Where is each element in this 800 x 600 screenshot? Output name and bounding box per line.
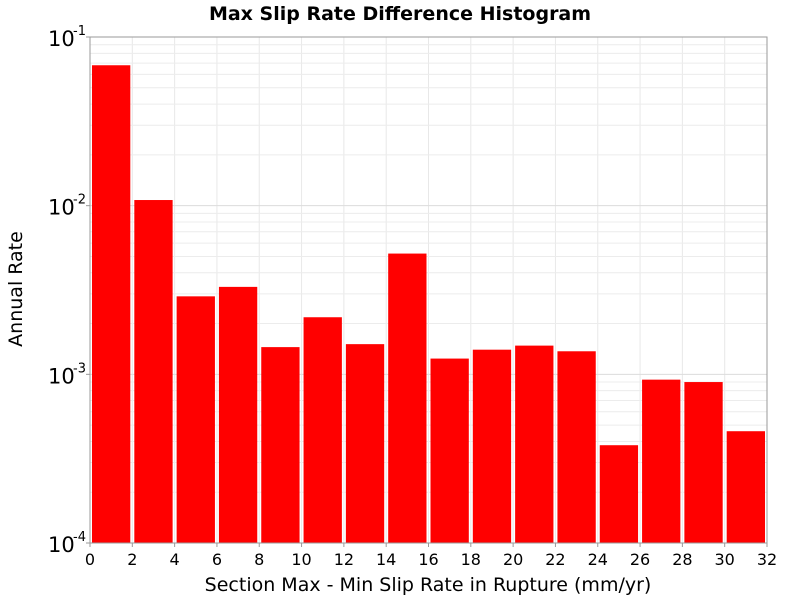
y-tick-label-exponent: -1 <box>73 24 86 39</box>
x-tick-label: 18 <box>461 550 481 569</box>
histogram-bar <box>472 349 512 543</box>
x-tick-label: 30 <box>715 550 735 569</box>
x-tick-label: 0 <box>85 550 95 569</box>
x-tick-label: 22 <box>545 550 565 569</box>
histogram-bar <box>176 296 215 543</box>
histogram-bar <box>642 379 681 543</box>
y-tick-label: 10-1 <box>48 24 86 51</box>
x-tick-label: 14 <box>376 550 396 569</box>
histogram-bar <box>726 431 765 543</box>
x-tick-label: 26 <box>630 550 650 569</box>
histogram-bar <box>134 200 173 544</box>
y-tick-label: 10-3 <box>48 361 86 388</box>
x-tick-label: 2 <box>127 550 137 569</box>
x-tick-label: 28 <box>672 550 692 569</box>
y-axis-label: Annual Rate <box>5 231 27 347</box>
x-tick-label: 10 <box>291 550 311 569</box>
x-tick-label: 16 <box>418 550 438 569</box>
y-tick-label-exponent: -3 <box>73 361 86 376</box>
histogram-bar <box>261 347 300 543</box>
histogram-bar <box>345 344 385 543</box>
y-tick-label-base: 10 <box>48 196 75 220</box>
y-tick-label-base: 10 <box>48 27 75 51</box>
x-tick-label: 24 <box>588 550 608 569</box>
y-axis-ticks: 10-410-310-210-1 <box>48 24 90 557</box>
histogram-bar <box>218 286 258 543</box>
y-tick-label: 10-4 <box>48 530 86 557</box>
y-tick-label-exponent: -2 <box>73 193 86 208</box>
y-tick-label-base: 10 <box>48 364 75 388</box>
y-tick-label-exponent: -4 <box>73 530 86 545</box>
histogram-bar <box>92 65 131 544</box>
bars <box>92 65 765 544</box>
histogram-bar <box>684 382 723 543</box>
histogram-bar <box>388 253 427 543</box>
histogram-bar <box>303 317 342 543</box>
x-tick-label: 6 <box>212 550 222 569</box>
chart-title: Max Slip Rate Difference Histogram <box>209 3 591 25</box>
x-axis-label: Section Max - Min Slip Rate in Rupture (… <box>205 574 652 596</box>
x-tick-label: 12 <box>334 550 354 569</box>
x-tick-label: 4 <box>170 550 180 569</box>
histogram-bar <box>430 358 469 543</box>
histogram-bar <box>599 445 639 543</box>
x-tick-label: 8 <box>254 550 264 569</box>
x-axis-ticks: 0 2 4 6 8 10 12 14 16 18 20 22 24 26 28 30 32 <box>85 543 777 569</box>
x-tick-label: 20 <box>503 550 523 569</box>
y-tick-label-base: 10 <box>48 533 75 557</box>
histogram-bar <box>515 345 554 543</box>
y-tick-label: 10-2 <box>48 193 86 220</box>
x-tick-label: 32 <box>757 550 777 569</box>
histogram-bar <box>557 351 596 543</box>
